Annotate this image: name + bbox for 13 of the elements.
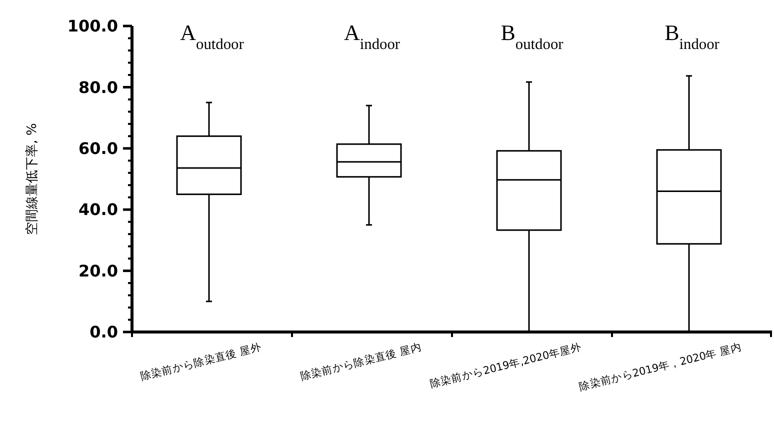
y-axis-title: 空間線量低下率, %: [24, 123, 40, 235]
y-tick-label: 80.0: [78, 78, 118, 97]
x-tick-label: 除染前から除染直後 屋内: [298, 340, 423, 383]
annotation: B$_{outdoor}$: [500, 20, 564, 52]
annotation: A$_{indoor}$: [344, 20, 400, 52]
annotation: B$_{indoor}$: [664, 20, 720, 52]
y-tick-label: 60.0: [78, 139, 118, 158]
y-tick-label: 100.0: [67, 16, 118, 36]
y-tick-label: 20.0: [78, 261, 118, 280]
y-tick-label: 40.0: [78, 200, 118, 220]
y-tick-label: 0.0: [90, 322, 118, 342]
annotation: A$_{outdoor}$: [180, 20, 244, 52]
x-tick-label: 除染前から除染直後 屋外: [138, 340, 263, 383]
